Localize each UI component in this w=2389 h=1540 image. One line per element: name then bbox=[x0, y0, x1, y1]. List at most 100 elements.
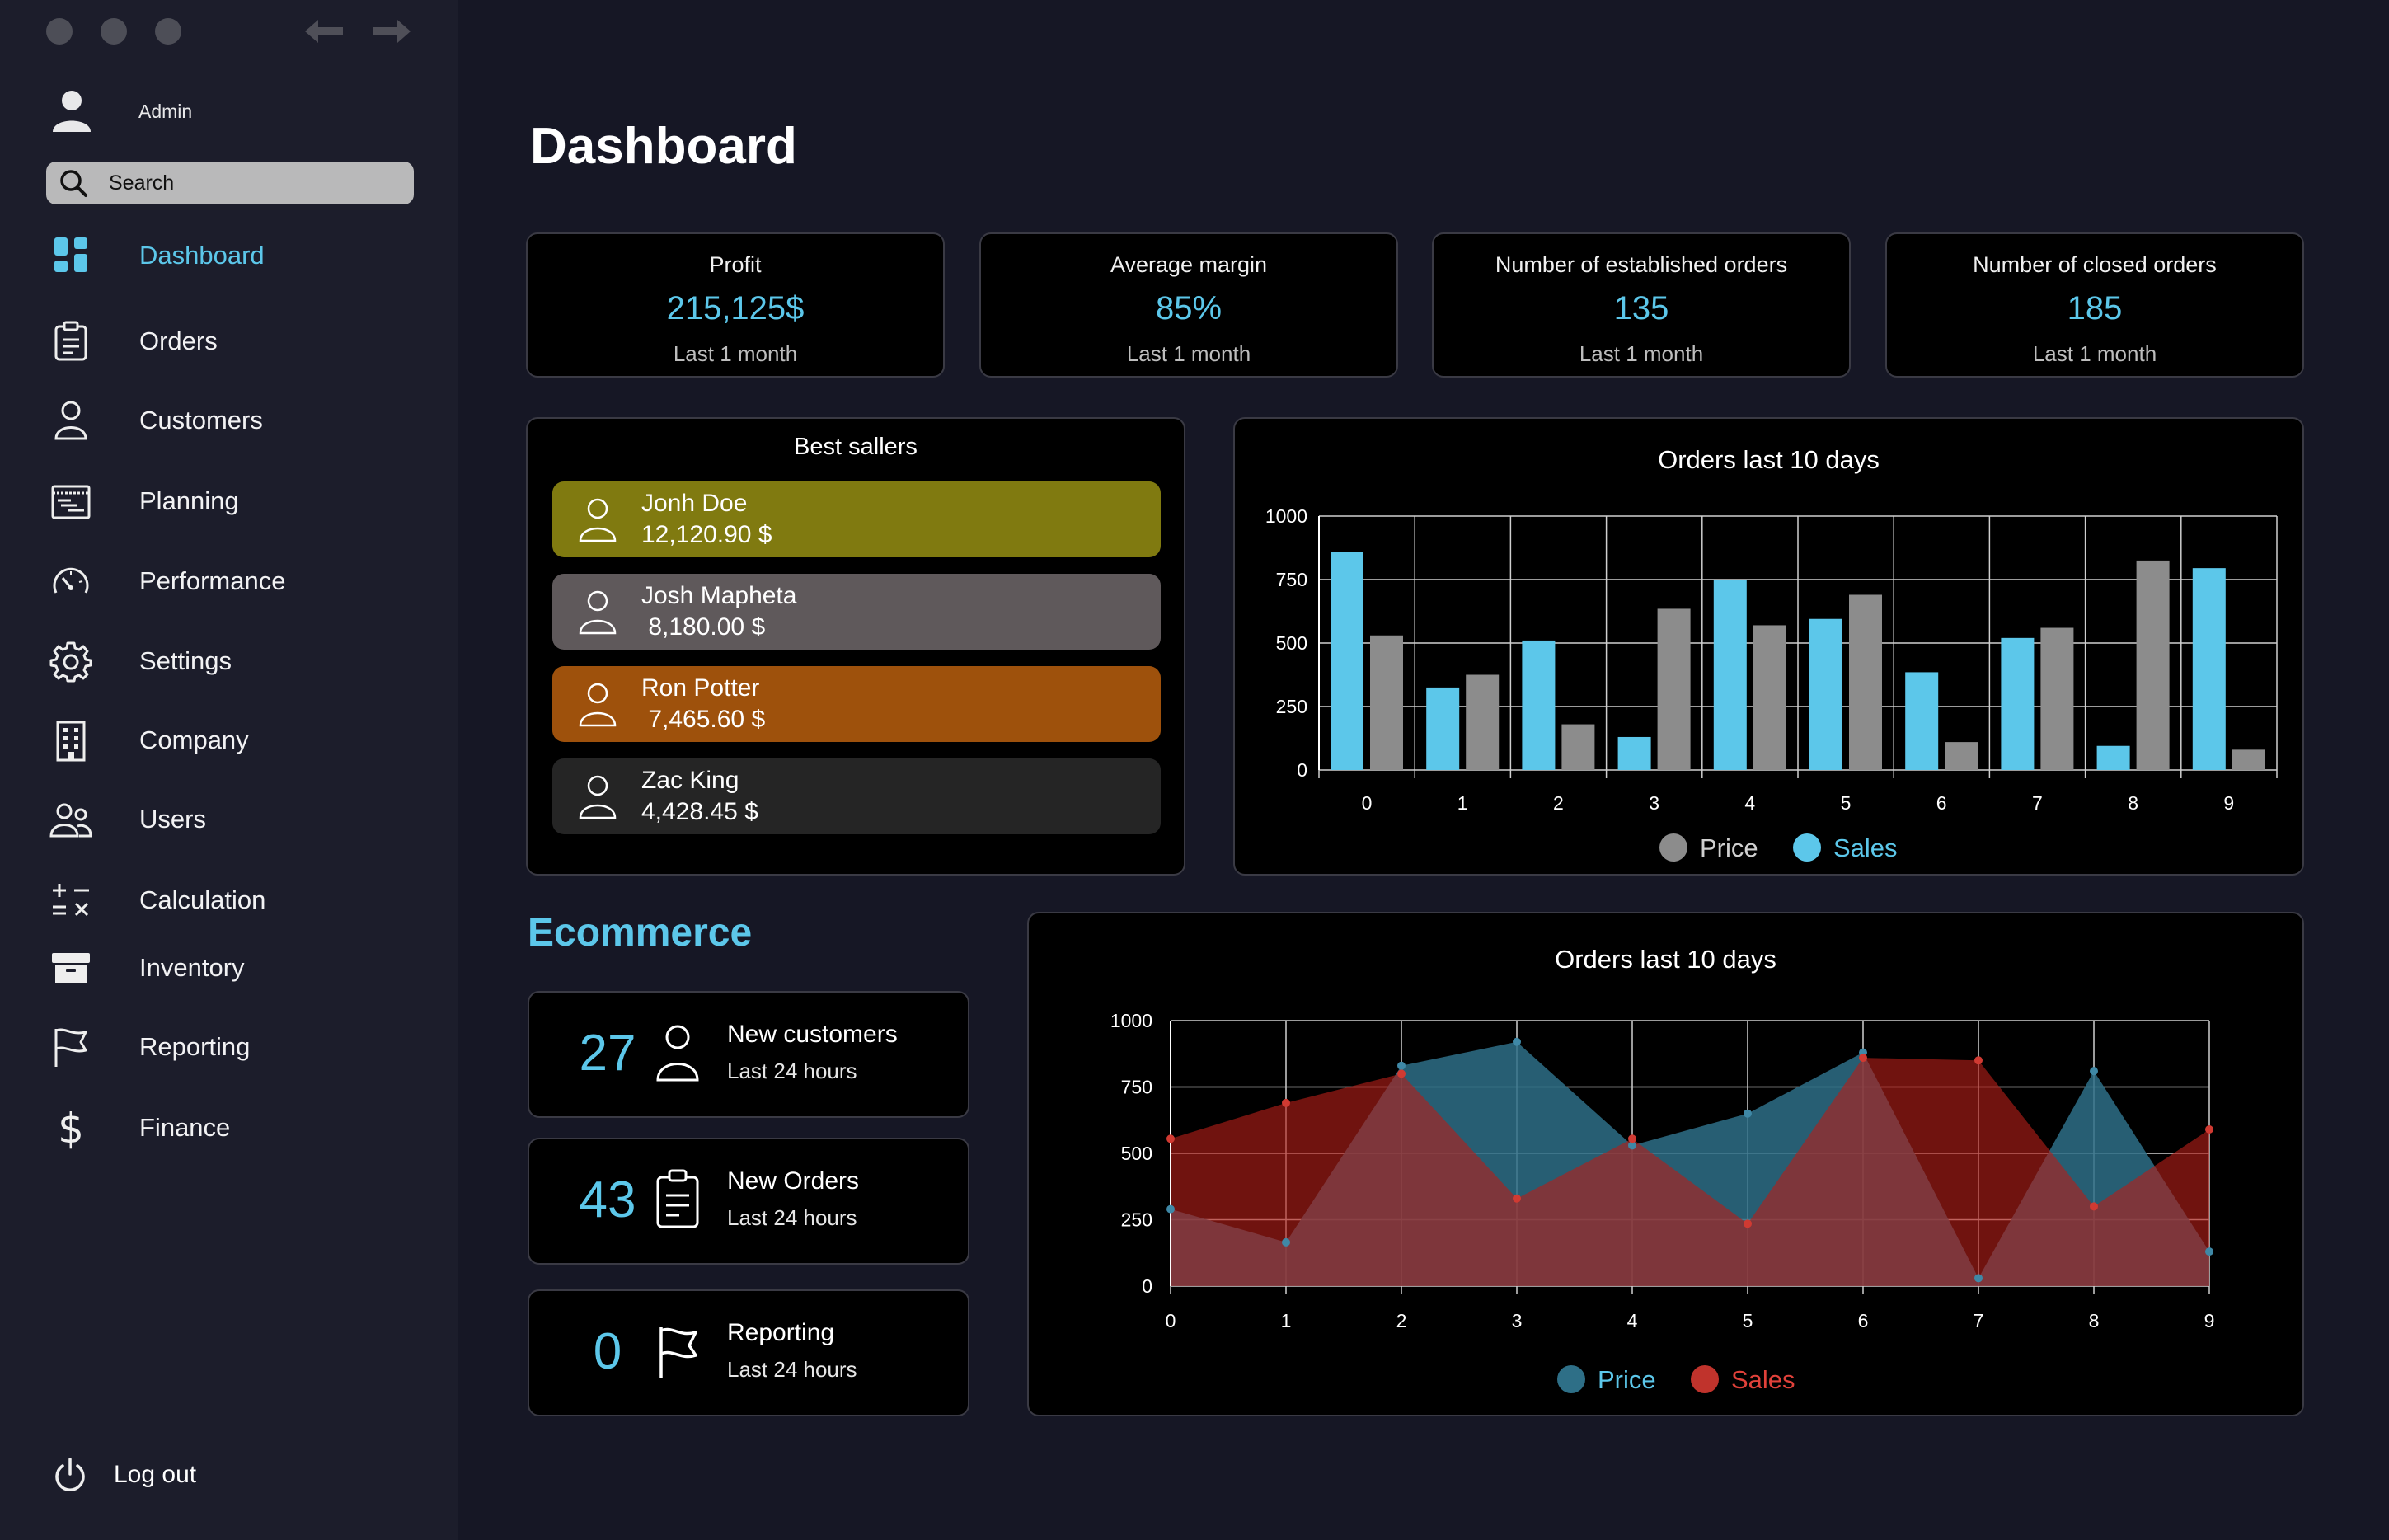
users-icon bbox=[49, 803, 92, 838]
ecommerce-card-new-customers[interactable]: 27 New customers Last 24 hours bbox=[528, 991, 969, 1118]
bar-price bbox=[2232, 749, 2265, 770]
x-tick-label: 0 bbox=[1166, 1310, 1176, 1331]
sidebar-item-company[interactable]: Company bbox=[48, 716, 249, 765]
point-price bbox=[2205, 1247, 2213, 1256]
calendar-icon bbox=[51, 485, 91, 519]
window-controls bbox=[46, 18, 181, 45]
seller-item[interactable]: Josh Mapheta 8,180.00 $ bbox=[552, 574, 1161, 650]
ecommerce-period: Last 24 hours bbox=[727, 1205, 857, 1230]
maximize-window-button[interactable] bbox=[155, 18, 181, 45]
bar-price bbox=[1466, 674, 1500, 770]
ecommerce-section-title: Ecommerce bbox=[528, 911, 753, 955]
ecommerce-card-reporting[interactable]: 0 Reporting Last 24 hours bbox=[528, 1289, 969, 1416]
ecommerce-period: Last 24 hours bbox=[727, 1059, 857, 1083]
flag-icon bbox=[54, 1028, 87, 1067]
ecommerce-count: 27 bbox=[579, 1025, 636, 1082]
sidebar-item-finance[interactable]: $ Finance bbox=[48, 1103, 230, 1153]
seller-amount: 12,120.90 $ bbox=[641, 521, 772, 548]
user-avatar-icon bbox=[53, 91, 91, 132]
bar-sales bbox=[1426, 687, 1460, 770]
gear-icon bbox=[49, 641, 92, 683]
sidebar-item-customers[interactable]: Customers bbox=[48, 396, 263, 445]
seller-amount: 4,428.45 $ bbox=[641, 798, 758, 825]
bar-price bbox=[2040, 627, 2074, 770]
archive-icon bbox=[52, 953, 90, 983]
search-bar[interactable] bbox=[46, 162, 414, 204]
search-input[interactable] bbox=[109, 171, 389, 195]
sidebar-item-label: Settings bbox=[139, 646, 232, 675]
sidebar-item-label: Planning bbox=[139, 486, 239, 515]
stat-period: Last 1 month bbox=[1579, 341, 1704, 366]
svg-text:$: $ bbox=[58, 1106, 84, 1149]
stat-label: Number of established orders bbox=[1495, 252, 1788, 277]
bar-price bbox=[1753, 625, 1786, 770]
sidebar-item-orders[interactable]: Orders bbox=[48, 317, 218, 366]
x-tick-label: 0 bbox=[1362, 792, 1373, 814]
stat-period: Last 1 month bbox=[2032, 341, 2157, 366]
stat-label: Profit bbox=[709, 252, 762, 277]
seller-name: Zac King bbox=[641, 767, 739, 794]
point-price bbox=[1744, 1109, 1752, 1118]
sidebar-item-reporting[interactable]: Reporting bbox=[48, 1022, 250, 1072]
sidebar-item-performance[interactable]: Performance bbox=[48, 556, 285, 606]
sidebar-item-label: Customers bbox=[139, 406, 263, 434]
y-tick-label: 250 bbox=[1276, 696, 1307, 717]
user-icon bbox=[656, 1025, 699, 1082]
stat-card-profit: Profit 215,125$ Last 1 month bbox=[526, 232, 945, 378]
ecommerce-card-new-orders[interactable]: 43 New Orders Last 24 hours bbox=[528, 1138, 969, 1265]
bar-price bbox=[1657, 608, 1691, 770]
point-price bbox=[1974, 1274, 1983, 1283]
user-icon bbox=[579, 775, 617, 819]
arrow-left-icon[interactable] bbox=[300, 15, 346, 48]
x-tick-label: 7 bbox=[1974, 1310, 1984, 1331]
x-tick-label: 5 bbox=[1841, 792, 1852, 814]
sidebar-item-users[interactable]: Users bbox=[48, 795, 206, 844]
x-tick-label: 1 bbox=[1281, 1310, 1292, 1331]
search-icon bbox=[60, 170, 87, 197]
sidebar-item-calculation[interactable]: Calculation bbox=[48, 876, 265, 925]
sidebar-item-settings[interactable]: Settings bbox=[48, 636, 232, 686]
x-tick-label: 5 bbox=[1743, 1310, 1753, 1331]
sidebar-item-label: Performance bbox=[139, 566, 286, 595]
calculator-icon bbox=[53, 884, 89, 917]
legend-marker bbox=[1793, 833, 1821, 862]
user-profile[interactable]: Admin bbox=[51, 89, 192, 134]
point-sales bbox=[1744, 1219, 1752, 1228]
sidebar-item-label: Finance bbox=[139, 1113, 231, 1142]
x-tick-label: 9 bbox=[2223, 792, 2234, 814]
sidebar-item-inventory[interactable]: Inventory bbox=[48, 943, 245, 993]
seller-item[interactable]: Jonh Doe 12,120.90 $ bbox=[552, 481, 1161, 557]
seller-item[interactable]: Zac King 4,428.45 $ bbox=[552, 758, 1161, 834]
logout-button[interactable]: Log out bbox=[51, 1456, 196, 1494]
bar-sales bbox=[1713, 580, 1747, 770]
y-tick-label: 1000 bbox=[1110, 1010, 1152, 1031]
y-tick-label: 750 bbox=[1121, 1077, 1152, 1098]
ecommerce-label: New customers bbox=[727, 1021, 898, 1048]
arrow-right-icon[interactable] bbox=[369, 15, 415, 48]
seller-name: Jonh Doe bbox=[641, 490, 748, 517]
bar-price bbox=[1561, 724, 1595, 770]
stat-label: Average margin bbox=[1110, 252, 1268, 277]
point-price bbox=[2090, 1067, 2098, 1076]
sidebar-item-label: Reporting bbox=[139, 1032, 251, 1061]
seller-item[interactable]: Ron Potter 7,465.60 $ bbox=[552, 666, 1161, 742]
y-tick-label: 0 bbox=[1297, 759, 1307, 781]
minimize-window-button[interactable] bbox=[101, 18, 127, 45]
x-tick-label: 7 bbox=[2032, 792, 2043, 814]
area-chart: 0 250 500 750 1000 0 1 2 3 4 5 6 7 8 9 Price Sales bbox=[1110, 1010, 2215, 1394]
x-tick-label: 3 bbox=[1512, 1310, 1523, 1331]
legend-label: Sales bbox=[1833, 833, 1898, 862]
close-window-button[interactable] bbox=[46, 18, 73, 45]
stat-period: Last 1 month bbox=[673, 341, 798, 366]
y-tick-label: 500 bbox=[1276, 632, 1307, 654]
bar-sales bbox=[2192, 568, 2226, 770]
point-sales bbox=[1513, 1194, 1521, 1203]
point-sales bbox=[1628, 1134, 1636, 1143]
sidebar-item-dashboard[interactable]: Dashboard bbox=[48, 231, 265, 280]
y-tick-label: 750 bbox=[1276, 569, 1307, 590]
x-tick-label: 4 bbox=[1627, 1310, 1638, 1331]
gauge-icon bbox=[53, 567, 89, 594]
sidebar-item-label: Inventory bbox=[139, 953, 245, 982]
sidebar-item-planning[interactable]: Planning bbox=[48, 477, 239, 526]
